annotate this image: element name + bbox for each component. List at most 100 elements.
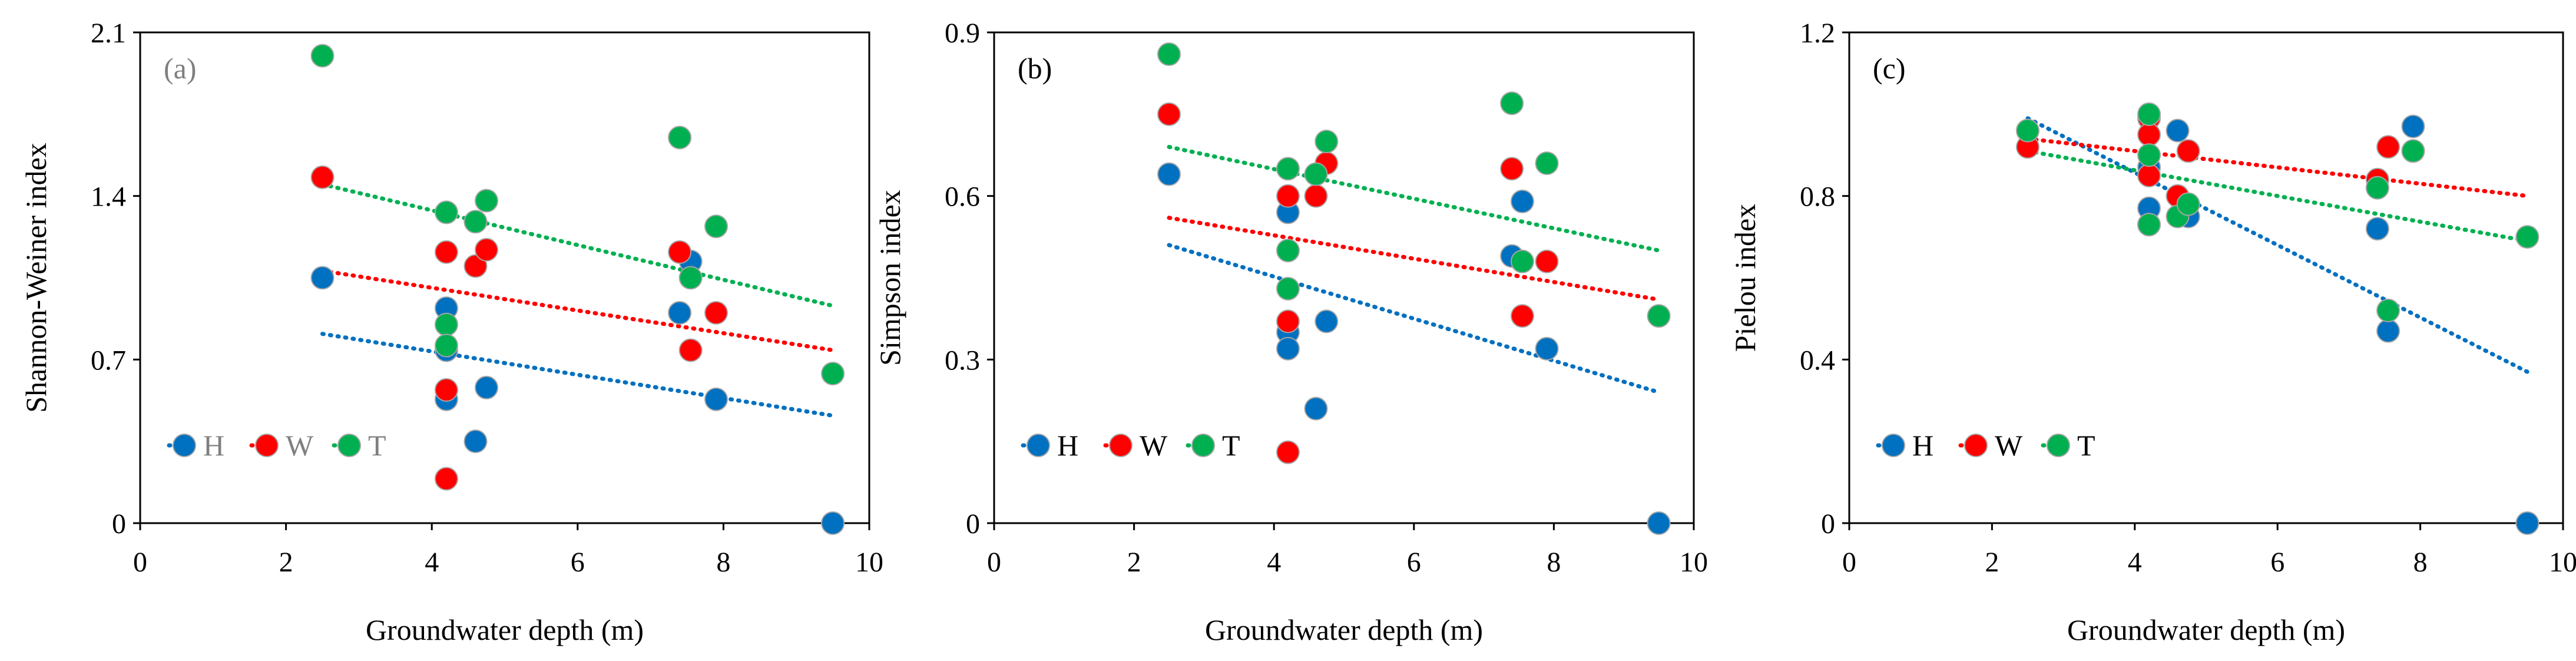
trendline-H	[320, 332, 835, 418]
data-point-H	[1535, 336, 1559, 361]
y-tick-label: 1.4	[91, 181, 126, 213]
data-point-H	[2365, 217, 2389, 241]
y-tick-label: 2.1	[91, 18, 126, 49]
data-point-H	[821, 511, 845, 535]
legend-item-W: W	[1958, 429, 2023, 462]
y-tick-label: 1.2	[1800, 18, 1835, 49]
data-point-T	[434, 312, 458, 336]
x-tick-label: 10	[855, 547, 883, 578]
x-tick-label: 8	[1547, 547, 1561, 578]
x-tick-label: 8	[2413, 547, 2428, 578]
data-point-H	[1304, 396, 1328, 421]
data-point-W	[1276, 184, 1300, 208]
data-point-W	[1276, 309, 1300, 333]
data-point-T	[2137, 213, 2161, 237]
trendline-T	[2025, 148, 2529, 243]
x-tick-label: 8	[716, 547, 730, 578]
x-axis-title: Groundwater depth (m)	[2067, 613, 2345, 646]
x-tick-label: 0	[1842, 547, 1856, 578]
legend-label-T: T	[2077, 429, 2095, 462]
x-tick-label: 2	[1127, 547, 1141, 578]
data-point-T	[1500, 91, 1524, 115]
y-axis-title: Simpson index	[873, 190, 906, 366]
x-tick-label: 0	[987, 547, 1001, 578]
x-tick-label: 2	[1985, 547, 1999, 578]
legend-item-H: H	[167, 429, 224, 462]
data-point-H	[668, 301, 692, 325]
trendline-W	[1167, 216, 1661, 302]
data-point-H	[1276, 336, 1300, 361]
data-point-W	[475, 237, 499, 262]
plot-frame	[993, 31, 1695, 524]
data-point-T	[2401, 139, 2425, 163]
chart-panel-1: 0 2 4 6 8 10 0 0.7 1.4 2.1 Groundwater depth (m) Sh…	[19, 18, 883, 646]
data-point-W	[2176, 139, 2200, 163]
y-tick-label: 0.8	[1800, 181, 1835, 213]
data-point-H	[2376, 319, 2400, 343]
data-point-T	[2016, 118, 2039, 143]
legend-label-T: T	[368, 429, 386, 462]
data-point-T	[1315, 130, 1339, 154]
legend-label-H: H	[203, 429, 224, 462]
data-point-T	[2365, 176, 2389, 200]
data-point-T	[475, 189, 499, 213]
panel-label: (c)	[1873, 52, 1906, 85]
trendline-W	[320, 269, 835, 352]
data-point-T	[434, 333, 458, 358]
legend-label-W: W	[286, 429, 314, 462]
data-point-T	[1276, 239, 1300, 263]
data-point-W	[668, 240, 692, 264]
y-tick-label: 0	[112, 508, 126, 540]
y-tick-label: 0.4	[1800, 345, 1835, 376]
x-tick-label: 4	[1267, 547, 1281, 578]
data-point-H	[704, 387, 729, 411]
data-point-W	[434, 378, 458, 402]
trendline-H	[1167, 243, 1661, 395]
legend-item-H: H	[1876, 429, 1933, 462]
legend-marker-W	[1964, 434, 1988, 457]
y-axis-title: Pielou index	[1729, 204, 1762, 352]
data-point-H	[463, 429, 488, 454]
trendline-T	[320, 182, 835, 308]
chart-panel-3: 0 2 4 6 8 10 0 0.4 0.8 1.2 Groundwater depth (m) Pi…	[1729, 18, 2576, 646]
trendline-T	[1167, 144, 1661, 253]
legend-label-W: W	[1140, 429, 1168, 462]
data-point-T	[1276, 277, 1300, 301]
x-tick-label: 6	[2270, 547, 2284, 578]
y-tick-label: 0	[966, 508, 980, 540]
data-point-W	[1304, 184, 1328, 208]
data-point-W	[2137, 163, 2161, 187]
legend-label-H: H	[1057, 429, 1078, 462]
legend-item-T: T	[1186, 429, 1240, 462]
legend-item-T: T	[2041, 429, 2095, 462]
trendline-W	[2025, 136, 2529, 199]
chart-panel-2: 0 2 4 6 8 10 0 0.3 0.6 0.9 Groundwater depth (m) Si…	[873, 18, 1708, 646]
data-point-W	[704, 301, 729, 325]
legend-label-H: H	[1912, 429, 1933, 462]
x-tick-label: 4	[425, 547, 439, 578]
legend-item-W: W	[1103, 429, 1168, 462]
plot-frame	[139, 31, 870, 524]
data-point-W	[434, 240, 458, 264]
data-point-H	[1157, 162, 1181, 186]
panel-label: (a)	[164, 52, 197, 85]
data-point-W	[1157, 102, 1181, 126]
data-point-T	[2376, 299, 2400, 323]
data-point-T	[2515, 225, 2539, 249]
data-point-W	[678, 338, 703, 362]
x-tick-label: 2	[279, 547, 293, 578]
data-point-H	[2166, 118, 2190, 143]
data-point-T	[2137, 102, 2161, 126]
y-tick-label: 0.6	[945, 181, 980, 213]
data-point-W	[1535, 249, 1559, 273]
data-point-H	[2515, 511, 2539, 535]
y-tick-label: 0.7	[91, 345, 126, 376]
data-point-W	[2137, 123, 2161, 147]
data-point-W	[310, 165, 335, 189]
legend-marker-H	[1027, 434, 1050, 457]
x-axis-title: Groundwater depth (m)	[1205, 613, 1483, 646]
data-point-T	[1157, 42, 1181, 67]
data-point-T	[678, 266, 703, 290]
data-point-H	[475, 375, 499, 399]
